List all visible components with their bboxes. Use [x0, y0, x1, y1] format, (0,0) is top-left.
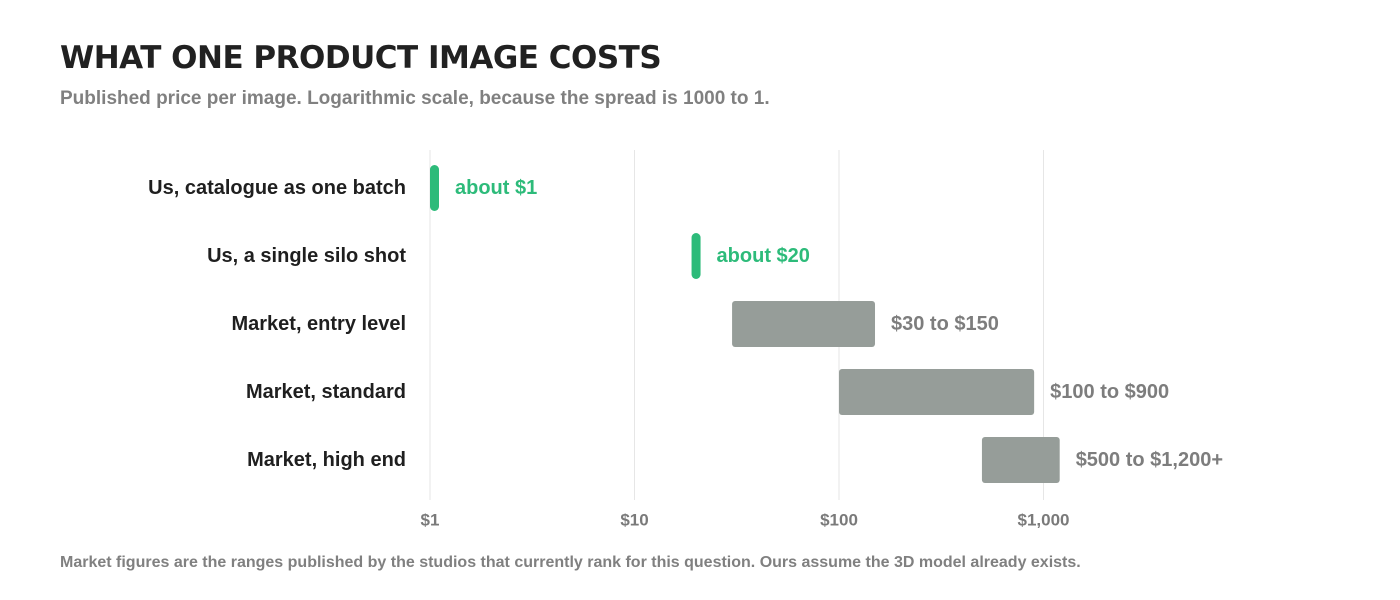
price-marker	[691, 233, 701, 279]
price-range-bar	[981, 437, 1060, 483]
row-label: Market, high end	[247, 449, 406, 471]
x-tick-label: $10	[620, 511, 648, 530]
value-label: $100 to $900	[1050, 381, 1169, 403]
price-range-bar	[839, 369, 1035, 415]
value-label: about $1	[455, 177, 537, 199]
row-label: Market, standard	[246, 381, 406, 403]
x-tick-label: $100	[820, 511, 858, 530]
value-label: about $20	[717, 245, 810, 267]
x-tick-label: $1	[421, 511, 440, 530]
value-label: $30 to $150	[891, 313, 999, 335]
price-range-bar	[732, 301, 876, 347]
row-label: Us, catalogue as one batch	[148, 177, 406, 199]
row-label: Us, a single silo shot	[207, 245, 406, 267]
price-marker	[430, 165, 439, 211]
x-tick-label: $1,000	[1018, 511, 1070, 530]
chart-title: WHAT ONE PRODUCT IMAGE COSTS	[60, 40, 662, 76]
chart-footnote: Market figures are the ranges published …	[60, 554, 1081, 571]
value-label: $500 to $1,200+	[1076, 449, 1223, 471]
row-label: Market, entry level	[231, 313, 406, 335]
chart-subtitle: Published price per image. Logarithmic s…	[60, 88, 770, 109]
